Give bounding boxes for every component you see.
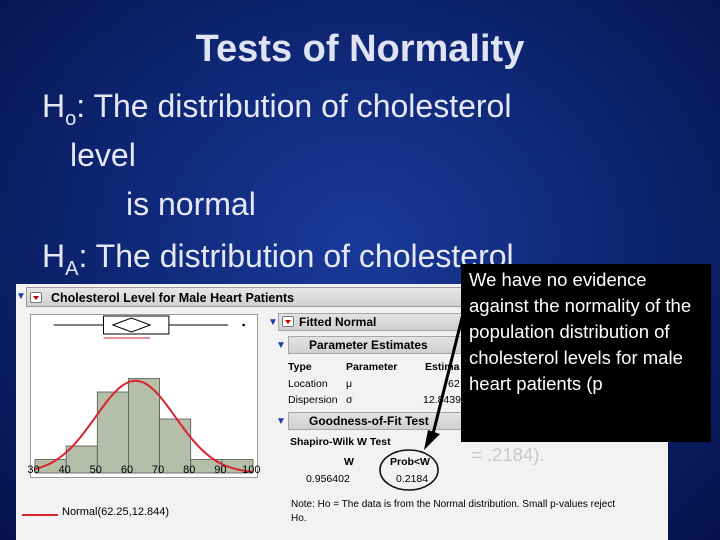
x-tick-label: 100 [242, 464, 261, 476]
mean-diamond [111, 317, 152, 333]
histogram-bar [65, 445, 98, 474]
histogram-bar [128, 378, 160, 474]
histogram-bar [221, 459, 254, 474]
report-title: Cholesterol Level for Male Heart Patient… [51, 291, 295, 305]
pe-row-est: 62 [448, 378, 460, 390]
gof-value-prob: 0.2184 [396, 473, 429, 485]
ha-label: H [42, 238, 66, 274]
x-tick-label: 90 [214, 464, 227, 476]
ha-line: HA: The distribution of cholesterol [42, 238, 514, 287]
red-triangle-menu-icon[interactable] [30, 292, 42, 303]
h0-subscript: o [65, 108, 77, 130]
parameter-estimates-label: Parameter Estimates [309, 338, 428, 352]
note-line-1: Note: Ho = The data is from the Normal d… [291, 499, 616, 510]
gof-header: Goodness-of-Fit Test [288, 412, 468, 430]
report-header: Cholesterol Level for Male Heart Patient… [26, 287, 476, 307]
pe-header-type: Type [288, 361, 312, 373]
ha-text: : The distribution of cholesterol [78, 238, 514, 274]
ha-subscript: A [65, 258, 79, 280]
callout-tail: = .2184). [471, 444, 545, 465]
parameter-estimates-triangle-icon[interactable]: ▼ [276, 340, 286, 351]
histogram-bar [96, 391, 129, 474]
pe-row-param: σ [346, 394, 353, 406]
normal-curve [34, 379, 254, 473]
h0-line-1: Ho: The distribution of cholesterol [42, 88, 511, 137]
fitted-normal-triangle-icon[interactable]: ▼ [268, 317, 278, 328]
pe-header-parameter: Parameter [346, 361, 398, 373]
fitted-normal-label: Fitted Normal [299, 315, 377, 329]
legend-line-icon [22, 514, 58, 516]
box-plot-box [103, 315, 170, 335]
gof-test-name: Shapiro-Wilk W Test [290, 436, 391, 448]
gof-label: Goodness-of-Fit Test [309, 414, 429, 428]
histogram-plot [30, 314, 258, 478]
gof-header-w: W [344, 456, 354, 468]
callout-box: We have no evidence against the normalit… [461, 264, 711, 442]
x-tick-label: 40 [58, 464, 71, 476]
fitted-normal-menu-icon[interactable] [282, 316, 294, 327]
h0-line-3: is normal [126, 186, 256, 222]
gof-note: Note: Ho = The data is from the Normal d… [291, 498, 661, 526]
pe-row-param: μ [346, 378, 353, 390]
slide-title: Tests of Normality [195, 28, 525, 70]
x-tick-label: 30 [27, 464, 40, 476]
parameter-estimates-header: Parameter Estimates [288, 336, 468, 354]
disclosure-triangle-icon[interactable]: ▼ [16, 291, 26, 302]
histogram-svg [34, 315, 254, 474]
h0-text-1: : The distribution of cholesterol [76, 88, 512, 124]
x-tick-label: 80 [183, 464, 196, 476]
gof-value-w: 0.956402 [306, 473, 350, 485]
gof-triangle-icon[interactable]: ▼ [276, 416, 286, 427]
fitted-normal-header: Fitted Normal [278, 313, 468, 331]
prob-highlight-ellipse [379, 449, 439, 491]
x-tick-label: 60 [120, 464, 134, 476]
gof-header-prob: Prob<W [390, 456, 430, 468]
note-line-2: Ho. [291, 513, 307, 524]
pe-row-type: Dispersion [288, 394, 338, 406]
legend-label: Normal(62.25,12.844) [62, 506, 170, 518]
pe-row-type: Location [288, 378, 328, 390]
x-tick-label: 50 [89, 464, 102, 476]
h0-label: H [42, 88, 66, 124]
histogram-bar [159, 418, 192, 474]
h0-line-2: level [70, 137, 136, 173]
x-tick-label: 70 [151, 464, 165, 476]
outlier-point [242, 323, 245, 327]
